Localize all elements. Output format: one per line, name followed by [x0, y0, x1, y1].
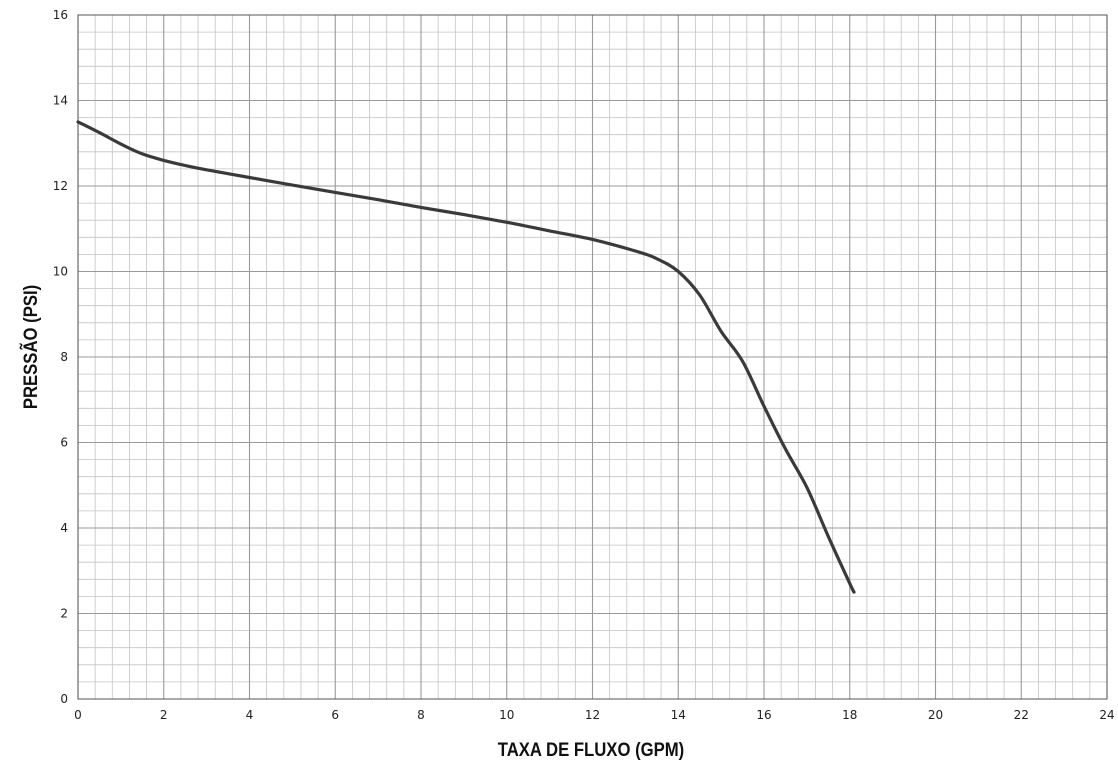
x-tick-label: 0 — [74, 708, 82, 722]
x-axis-title: TAXA DE FLUXO (GPM) — [498, 739, 685, 760]
y-tick-label: 4 — [60, 521, 68, 535]
y-tick-label: 12 — [53, 179, 68, 193]
y-tick-label: 16 — [53, 8, 68, 22]
pressure-curve — [76, 120, 856, 594]
x-tick-label: 14 — [671, 708, 686, 722]
x-tick-label: 22 — [1014, 708, 1029, 722]
x-tick-label: 10 — [499, 708, 514, 722]
x-tick-label: 18 — [842, 708, 857, 722]
x-tick-label: 6 — [331, 708, 339, 722]
y-tick-label: 0 — [60, 692, 68, 706]
y-tick-label: 2 — [60, 607, 68, 621]
x-tick-label: 4 — [246, 708, 254, 722]
y-tick-label: 6 — [60, 436, 68, 450]
x-tick-labels: 0 2 4 6 8 10 12 14 16 18 20 22 24 — [74, 708, 1114, 722]
plot-frame — [77, 14, 1108, 700]
x-tick-label: 16 — [756, 708, 771, 722]
y-tick-label: 8 — [60, 350, 68, 364]
x-tick-label: 8 — [417, 708, 425, 722]
y-tick-labels: 0 2 4 6 8 10 12 14 16 — [53, 8, 68, 706]
y-tick-label: 10 — [53, 265, 68, 279]
y-axis-title: PRESSÃO (PSI) — [19, 285, 41, 409]
x-tick-label: 12 — [585, 708, 600, 722]
x-tick-label: 24 — [1099, 708, 1114, 722]
y-tick-label: 14 — [53, 94, 68, 108]
x-tick-label: 2 — [160, 708, 168, 722]
x-tick-label: 20 — [928, 708, 943, 722]
